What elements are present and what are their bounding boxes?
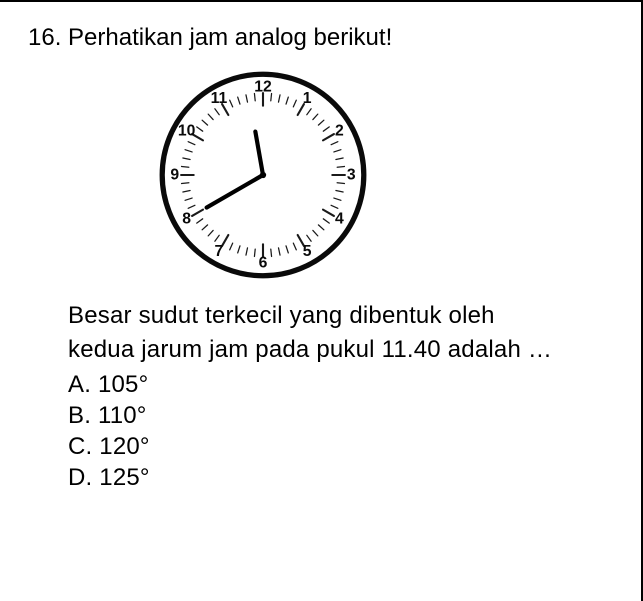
svg-text:12: 12 — [254, 78, 272, 95]
svg-text:7: 7 — [215, 243, 224, 260]
question-body: Besar sudut terkecil yang dibentuk oleh … — [28, 300, 623, 494]
svg-text:8: 8 — [182, 211, 191, 228]
question-header: 16. Perhatikan jam analog berikut! — [28, 24, 623, 52]
svg-text:9: 9 — [170, 167, 179, 184]
option-a: A. 105° — [68, 369, 623, 400]
options-block: A. 105° B. 110° C. 120° D. 125° — [68, 369, 623, 494]
clock-container: 121234567891011 — [28, 70, 623, 280]
svg-text:2: 2 — [335, 122, 344, 139]
svg-text:10: 10 — [178, 122, 196, 139]
svg-text:5: 5 — [303, 243, 312, 260]
svg-text:4: 4 — [335, 211, 344, 228]
option-c: C. 120° — [68, 431, 623, 462]
option-b: B. 110° — [68, 400, 623, 431]
svg-text:3: 3 — [347, 167, 356, 184]
question-number: 16. — [28, 24, 61, 51]
question-body-line2: kedua jarum jam pada pukul 11.40 adalah … — [68, 334, 623, 366]
question-body-line1: Besar sudut terkecil yang dibentuk oleh — [68, 300, 623, 332]
svg-text:1: 1 — [303, 90, 312, 107]
question-prompt: Perhatikan jam analog berikut! — [68, 24, 392, 51]
analog-clock: 121234567891011 — [158, 70, 368, 280]
option-d: D. 125° — [68, 462, 623, 493]
page-frame: 16. Perhatikan jam analog berikut! 12123… — [0, 0, 643, 601]
svg-text:6: 6 — [259, 255, 268, 272]
svg-text:11: 11 — [211, 90, 228, 107]
